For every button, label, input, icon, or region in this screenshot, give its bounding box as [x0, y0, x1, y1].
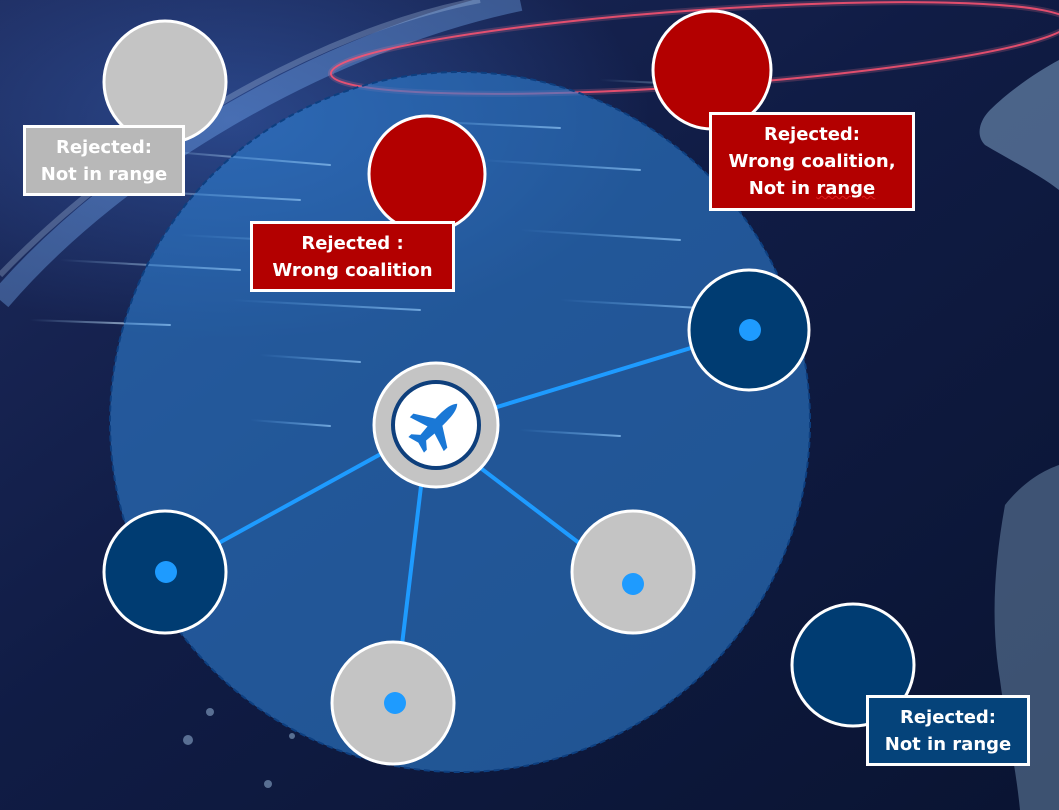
landmass-right — [979, 60, 1059, 190]
label-top-right-line3: Not in range — [749, 175, 876, 202]
label-top-left-line2: Not in range — [40, 163, 168, 185]
earth-limb — [0, 0, 523, 308]
central-unit[interactable] — [372, 361, 500, 489]
label-top-right-line1: Rejected: — [763, 124, 860, 145]
label-top-right-line3-word: range — [816, 178, 876, 199]
label-top-right-line3-prefix: Not in — [748, 178, 817, 199]
island — [264, 780, 272, 788]
island — [183, 735, 193, 745]
label-center-red-line2: Wrong coalition — [272, 259, 433, 281]
label-bottom-right: Rejected: Not in range — [866, 695, 1030, 766]
label-top-left: Rejected: Not in range — [23, 125, 185, 196]
label-top-right: Rejected: Wrong coalition, Not in range — [709, 112, 915, 211]
earth-limb-highlight — [0, 0, 481, 278]
label-center-red: Rejected : Wrong coalition — [250, 221, 455, 292]
label-center-red-line1: Rejected : — [301, 232, 404, 254]
node-red-center[interactable] — [367, 114, 487, 234]
label-bottom-right-line1: Rejected: — [899, 706, 996, 728]
link-endpoints — [155, 319, 761, 714]
node-gray-bottom-right[interactable] — [570, 509, 696, 635]
label-top-left-line1: Rejected: — [55, 136, 152, 158]
fighter-jet-icon — [408, 403, 458, 453]
label-top-right-line2: Wrong coalition, — [728, 151, 896, 172]
island — [289, 733, 295, 739]
island — [206, 708, 214, 716]
label-bottom-right-line2: Not in range — [884, 733, 1012, 755]
